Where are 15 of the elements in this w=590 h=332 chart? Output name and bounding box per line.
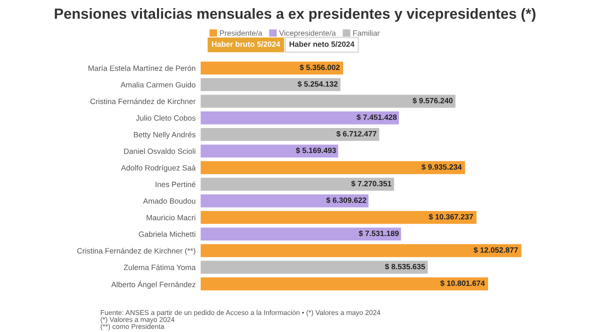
bar: [200, 144, 338, 158]
bar: [200, 178, 394, 191]
bar: [200, 228, 402, 241]
bar: [200, 277, 488, 290]
bar: [200, 260, 428, 274]
bar: [200, 244, 522, 258]
bar: [200, 111, 399, 124]
bar: [200, 128, 380, 141]
bar: [200, 194, 369, 208]
bar: [200, 210, 477, 224]
chart-title: Pensiones vitalicias mensuales a ex presidentes y vicepresidentes (*): [54, 8, 536, 22]
bar: [200, 94, 456, 108]
bar: [200, 78, 340, 92]
bar: [200, 62, 344, 75]
bar: [200, 161, 466, 174]
